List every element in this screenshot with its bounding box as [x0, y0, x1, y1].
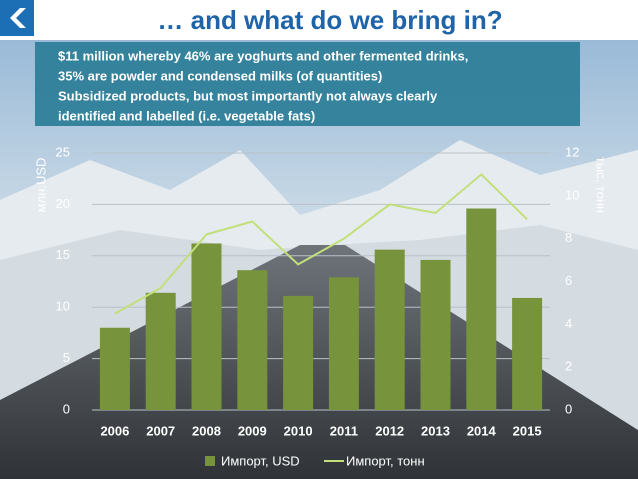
- text-line: 35% are powder and condensed milks (of q…: [58, 68, 382, 83]
- y2-tick-label: 0: [565, 401, 572, 416]
- bar: [237, 270, 268, 410]
- x-tick-label: 2010: [284, 423, 313, 438]
- text-box: [35, 42, 580, 126]
- bar: [512, 297, 543, 410]
- x-tick-label: 2013: [421, 423, 450, 438]
- y2-tick-label: 8: [565, 230, 572, 245]
- bar: [145, 292, 176, 410]
- y2-tick-label: 10: [565, 187, 579, 202]
- bar: [466, 208, 497, 410]
- x-tick-label: 2008: [192, 423, 221, 438]
- x-tick-label: 2014: [467, 423, 497, 438]
- bar: [328, 277, 359, 410]
- y-axis-title: млн.USD: [33, 158, 48, 213]
- legend-swatch: [205, 456, 215, 466]
- x-tick-label: 2007: [146, 423, 175, 438]
- y2-tick-label: 6: [565, 273, 572, 288]
- text-line: $11 million whereby 46% are yoghurts and…: [58, 48, 468, 63]
- y-tick-label: 5: [63, 350, 70, 365]
- bar: [374, 249, 405, 410]
- legend-label: Импорт, тонн: [346, 453, 425, 468]
- title: … and what do we bring in?: [157, 5, 502, 35]
- x-tick-label: 2011: [330, 423, 358, 438]
- x-tick-label: 2006: [100, 423, 129, 438]
- y-tick-label: 0: [63, 401, 70, 416]
- y-tick-label: 10: [56, 299, 70, 314]
- bar: [191, 243, 222, 410]
- y-tick-label: 15: [56, 247, 70, 262]
- x-tick-label: 2009: [238, 423, 267, 438]
- bar: [99, 327, 130, 410]
- line: [114, 173, 528, 315]
- text-box-lines: $11 million whereby 46% are yoghurts and…: [58, 48, 468, 123]
- chart: 0 5 10 15 20 25 0 2 4 6 8 10 12 млн.USD тыс. тонн 2006 2…: [33, 144, 608, 468]
- bar: [283, 295, 314, 410]
- y2-axis-title: тыс. тонн: [594, 157, 609, 213]
- x-tick-label: 2012: [375, 423, 404, 438]
- text-line: identified and labelled (i.e. vegetable …: [58, 108, 315, 123]
- y2-tick-label: 12: [565, 144, 579, 159]
- y2-tick-label: 4: [565, 316, 572, 331]
- y-tick-label: 20: [56, 196, 70, 211]
- bar: [420, 259, 451, 410]
- legend-label: Импорт, USD: [221, 453, 300, 468]
- x-tick-label: 2015: [513, 423, 542, 438]
- text-line: Subsidized products, but most importantl…: [58, 88, 438, 103]
- y2-tick-label: 2: [565, 359, 572, 374]
- y-tick-label: 25: [56, 144, 70, 159]
